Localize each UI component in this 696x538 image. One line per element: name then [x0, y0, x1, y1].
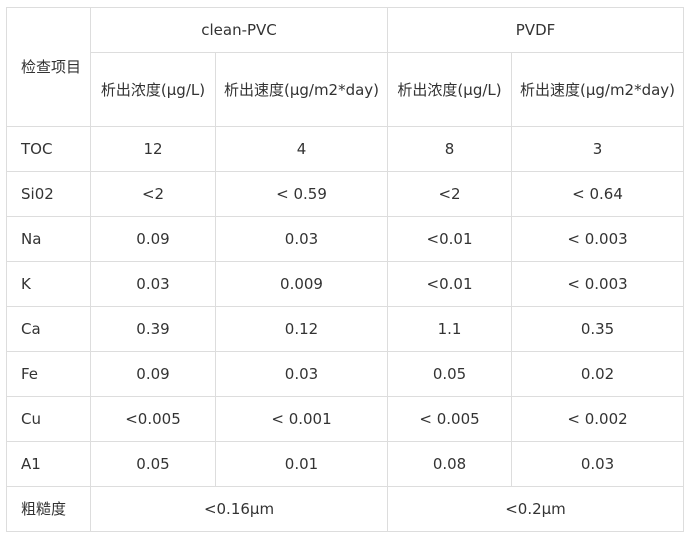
- value-cell: 0.03: [214, 351, 389, 397]
- value-cell: 0.03: [511, 441, 685, 487]
- value-cell: 0.01: [214, 441, 389, 487]
- value-cell: < 0.64: [511, 171, 685, 217]
- table-row: Na 0.09 0.03 <0.01 < 0.003: [6, 216, 685, 262]
- value-cell: 0.03: [214, 216, 389, 262]
- roughness-row: 粗糙度 <0.16μm <0.2μm: [6, 486, 685, 532]
- value-cell: 0.009: [214, 261, 389, 307]
- table-row: Si02 <2 < 0.59 <2 < 0.64: [6, 171, 685, 217]
- value-cell: < 0.003: [511, 261, 685, 307]
- item-cell: Ca: [6, 306, 91, 352]
- value-cell: < 0.59: [214, 171, 389, 217]
- item-cell: Na: [6, 216, 91, 262]
- header-row-subheaders: 析出浓度(μg/L) 析出速度(μg/m2*day) 析出浓度(μg/L) 析出…: [7, 52, 685, 127]
- subheader-cell: 析出浓度(μg/L): [387, 52, 513, 127]
- value-cell: 0.12: [214, 306, 389, 352]
- value-cell: <0.01: [387, 261, 513, 307]
- table-row: Cu <0.005 < 0.001 < 0.005 < 0.002: [6, 396, 685, 442]
- value-cell: 0.05: [90, 441, 216, 487]
- value-cell: < 0.002: [511, 396, 685, 442]
- roughness-value-pvdf: <0.2μm: [387, 486, 685, 532]
- table-row: Ca 0.39 0.12 1.1 0.35: [6, 306, 685, 352]
- item-cell: TOC: [6, 126, 91, 172]
- value-cell: 8: [387, 126, 513, 172]
- value-cell: 0.03: [90, 261, 216, 307]
- subheader-cell: 析出浓度(μg/L): [90, 52, 216, 127]
- test-results-table-container: 检查项目 clean-PVC PVDF 析出浓度(μg/L) 析出速度(μg/m…: [6, 7, 685, 532]
- subheader-cell: 析出速度(μg/m2*day): [511, 52, 685, 127]
- table-row: TOC 12 4 8 3: [6, 126, 685, 172]
- value-cell: < 0.005: [387, 396, 513, 442]
- value-cell: 0.09: [90, 216, 216, 262]
- item-cell: Fe: [6, 351, 91, 397]
- subheader-cell: 析出速度(μg/m2*day): [214, 52, 389, 127]
- value-cell: < 0.003: [511, 216, 685, 262]
- value-cell: 4: [214, 126, 389, 172]
- value-cell: 0.09: [90, 351, 216, 397]
- item-cell: K: [6, 261, 91, 307]
- table-row: Fe 0.09 0.03 0.05 0.02: [6, 351, 685, 397]
- value-cell: 1.1: [387, 306, 513, 352]
- value-cell: < 0.001: [214, 396, 389, 442]
- value-cell: 0.35: [511, 306, 685, 352]
- group-header-clean-pvc: clean-PVC: [89, 7, 389, 53]
- group-header-pvdf: PVDF: [387, 7, 685, 53]
- roughness-value-clean-pvc: <0.16μm: [89, 486, 389, 532]
- value-cell: <2: [387, 171, 513, 217]
- value-cell: <2: [90, 171, 216, 217]
- table-row: K 0.03 0.009 <0.01 < 0.003: [6, 261, 685, 307]
- value-cell: <0.005: [90, 396, 216, 442]
- value-cell: 12: [90, 126, 216, 172]
- item-cell: 粗糙度: [6, 486, 91, 532]
- value-cell: 3: [511, 126, 685, 172]
- table-row: A1 0.05 0.01 0.08 0.03: [6, 441, 685, 487]
- header-row-groups: 检查项目 clean-PVC PVDF: [6, 7, 685, 127]
- item-cell: A1: [6, 441, 91, 487]
- item-cell: Si02: [6, 171, 91, 217]
- item-cell: Cu: [6, 396, 91, 442]
- corner-header-cell: 检查项目: [6, 7, 91, 127]
- value-cell: 0.02: [511, 351, 685, 397]
- value-cell: <0.01: [387, 216, 513, 262]
- value-cell: 0.05: [387, 351, 513, 397]
- value-cell: 0.08: [387, 441, 513, 487]
- value-cell: 0.39: [90, 306, 216, 352]
- test-results-table: 检查项目 clean-PVC PVDF 析出浓度(μg/L) 析出速度(μg/m…: [6, 7, 685, 532]
